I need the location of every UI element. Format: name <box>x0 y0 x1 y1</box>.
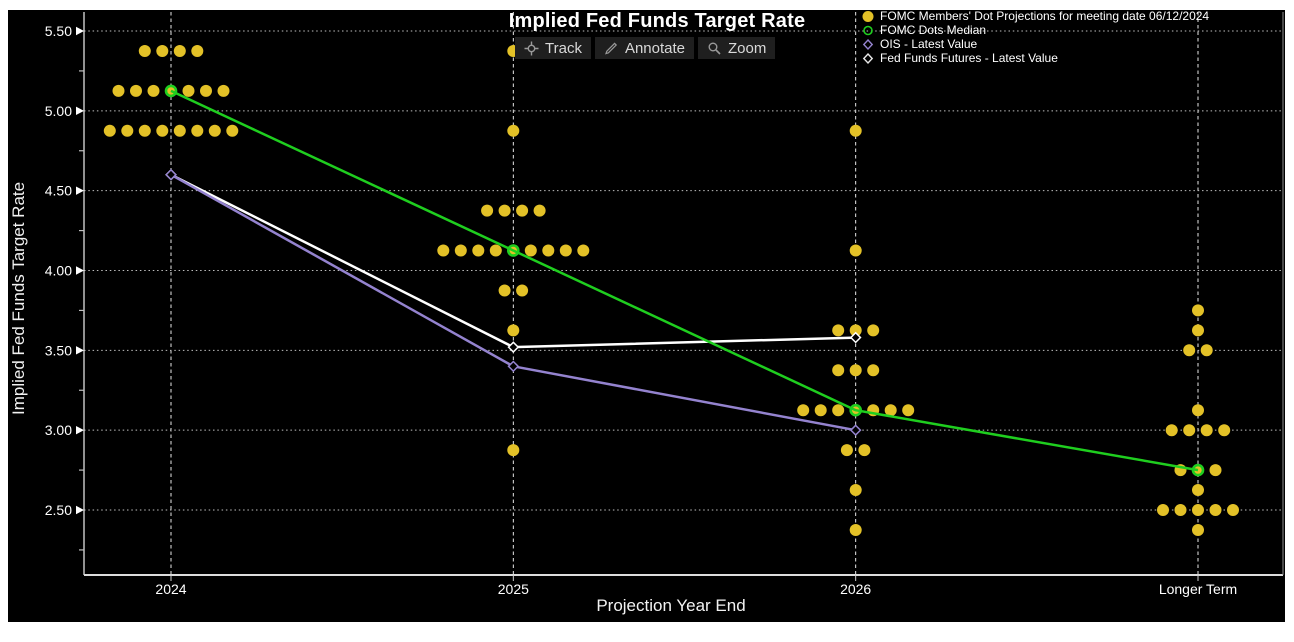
chart-legend: FOMC Members' Dot Projections for meetin… <box>861 9 1209 65</box>
legend-label: FOMC Members' Dot Projections for meetin… <box>880 9 1210 23</box>
x-tick-label: 2024 <box>155 581 186 597</box>
track-button-label: Track <box>545 39 582 57</box>
open-circle-swatch <box>861 24 875 37</box>
legend-item-fomc-dots-median[interactable]: FOMC Dots Median <box>861 23 1209 37</box>
axes <box>83 12 1284 576</box>
x-tick-label: 2025 <box>498 581 529 597</box>
v-gridlines <box>170 12 1199 575</box>
annotate-button[interactable]: Annotate <box>594 37 695 59</box>
track-button[interactable]: Track <box>515 37 591 59</box>
y-tick-label: 4.50 <box>45 183 72 199</box>
legend-item-dot-projections[interactable]: FOMC Members' Dot Projections for meetin… <box>861 9 1209 23</box>
zoom-button-label: Zoom <box>728 39 767 57</box>
legend-item-ois-latest[interactable]: OIS - Latest Value <box>861 37 1209 51</box>
page-title: Implied Fed Funds Target Rate <box>508 10 806 32</box>
y-tick-label: 5.00 <box>45 103 72 119</box>
annotate-button-label: Annotate <box>624 39 686 57</box>
y-tick-label: 3.00 <box>45 422 72 438</box>
x-tick-label: Longer Term <box>1159 581 1237 597</box>
legend-item-fed-funds-futures-latest[interactable]: Fed Funds Futures - Latest Value <box>861 51 1209 65</box>
series-ois-latest-value <box>165 168 862 437</box>
dots-longer-term <box>1157 304 1239 536</box>
y-tick-label: 2.50 <box>45 502 72 518</box>
x-axis-label: Projection Year End <box>596 596 746 615</box>
y-axis-label: Implied Fed Funds Target Rate <box>9 181 28 415</box>
y-tick-label: 3.50 <box>45 342 72 358</box>
zoom-button[interactable]: Zoom <box>698 37 776 59</box>
x-tick-label: 2026 <box>840 581 871 597</box>
zoom-icon <box>707 41 722 56</box>
track-icon <box>524 41 539 56</box>
legend-label: OIS - Latest Value <box>880 37 978 51</box>
x-axis-ticks: 2024 2025 2026 Longer Term <box>155 575 1237 597</box>
chart-toolbar: Track Annotate Zoom <box>515 37 776 59</box>
open-diamond-swatch <box>861 52 875 65</box>
dots-2026 <box>797 124 915 536</box>
filled-circle-swatch <box>861 10 875 23</box>
legend-label: Fed Funds Futures - Latest Value <box>880 51 1058 65</box>
chart-plot-area[interactable] <box>8 10 1285 622</box>
series-fomc-dots-median <box>164 84 1205 477</box>
annotate-icon <box>604 41 619 56</box>
open-diamond-swatch <box>861 38 875 51</box>
legend-label: FOMC Dots Median <box>880 23 987 37</box>
y-tick-label: 4.00 <box>45 263 72 279</box>
y-tick-label: 5.50 <box>45 23 72 39</box>
y-axis-ticks: 5.50 5.00 4.50 4.00 3.50 3.00 2.50 <box>45 23 84 551</box>
